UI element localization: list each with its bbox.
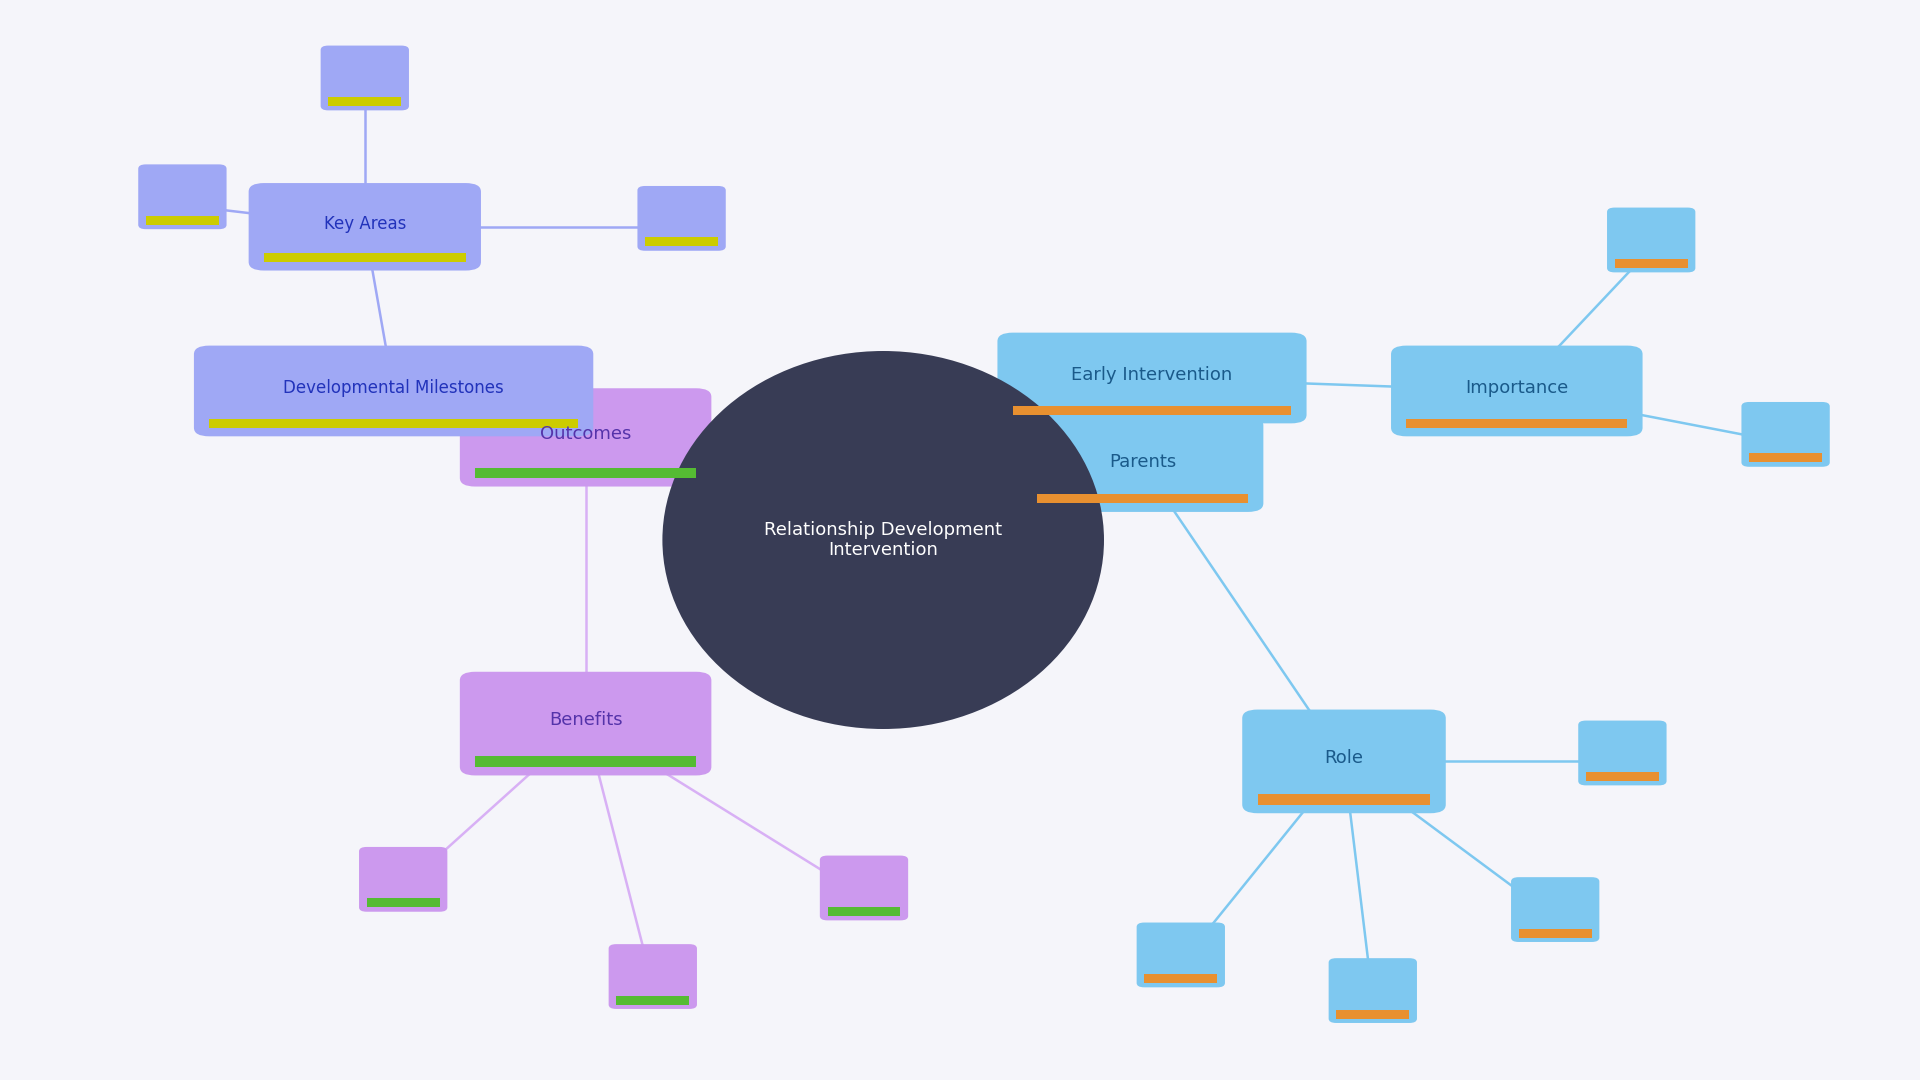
Bar: [1519, 929, 1592, 937]
Bar: [367, 899, 440, 907]
Bar: [1037, 494, 1248, 503]
FancyBboxPatch shape: [609, 944, 697, 1009]
FancyBboxPatch shape: [1021, 417, 1263, 512]
FancyBboxPatch shape: [138, 164, 227, 229]
Bar: [146, 216, 219, 225]
FancyBboxPatch shape: [1511, 877, 1599, 942]
FancyBboxPatch shape: [461, 388, 710, 486]
FancyBboxPatch shape: [820, 855, 908, 920]
FancyBboxPatch shape: [1741, 402, 1830, 467]
FancyBboxPatch shape: [250, 183, 480, 270]
Bar: [1586, 772, 1659, 781]
FancyBboxPatch shape: [321, 45, 409, 110]
Bar: [1615, 259, 1688, 268]
Text: Role: Role: [1325, 750, 1363, 767]
Text: Importance: Importance: [1465, 379, 1569, 397]
Text: Parents: Parents: [1108, 453, 1177, 471]
Bar: [209, 419, 578, 428]
Bar: [645, 238, 718, 246]
Bar: [1258, 794, 1430, 805]
Bar: [1014, 406, 1290, 415]
Bar: [1144, 974, 1217, 983]
Bar: [616, 996, 689, 1004]
FancyBboxPatch shape: [637, 186, 726, 251]
Bar: [828, 907, 900, 916]
FancyBboxPatch shape: [1607, 207, 1695, 272]
FancyBboxPatch shape: [998, 333, 1306, 423]
FancyBboxPatch shape: [461, 672, 710, 775]
Text: Benefits: Benefits: [549, 712, 622, 729]
Bar: [1405, 419, 1628, 428]
Text: Outcomes: Outcomes: [540, 426, 632, 444]
FancyBboxPatch shape: [1137, 922, 1225, 987]
Text: Early Intervention: Early Intervention: [1071, 366, 1233, 384]
FancyBboxPatch shape: [194, 346, 593, 436]
FancyBboxPatch shape: [1390, 346, 1644, 436]
Bar: [476, 756, 695, 767]
FancyBboxPatch shape: [1578, 720, 1667, 785]
Text: Key Areas: Key Areas: [324, 215, 405, 233]
Bar: [328, 97, 401, 106]
Text: Relationship Development
Intervention: Relationship Development Intervention: [764, 521, 1002, 559]
Text: Developmental Milestones: Developmental Milestones: [284, 379, 503, 397]
FancyBboxPatch shape: [1242, 710, 1446, 813]
Ellipse shape: [662, 351, 1104, 729]
Bar: [476, 468, 695, 477]
FancyBboxPatch shape: [359, 847, 447, 912]
Bar: [265, 254, 465, 261]
Bar: [1749, 454, 1822, 462]
Bar: [1336, 1010, 1409, 1018]
FancyBboxPatch shape: [1329, 958, 1417, 1023]
